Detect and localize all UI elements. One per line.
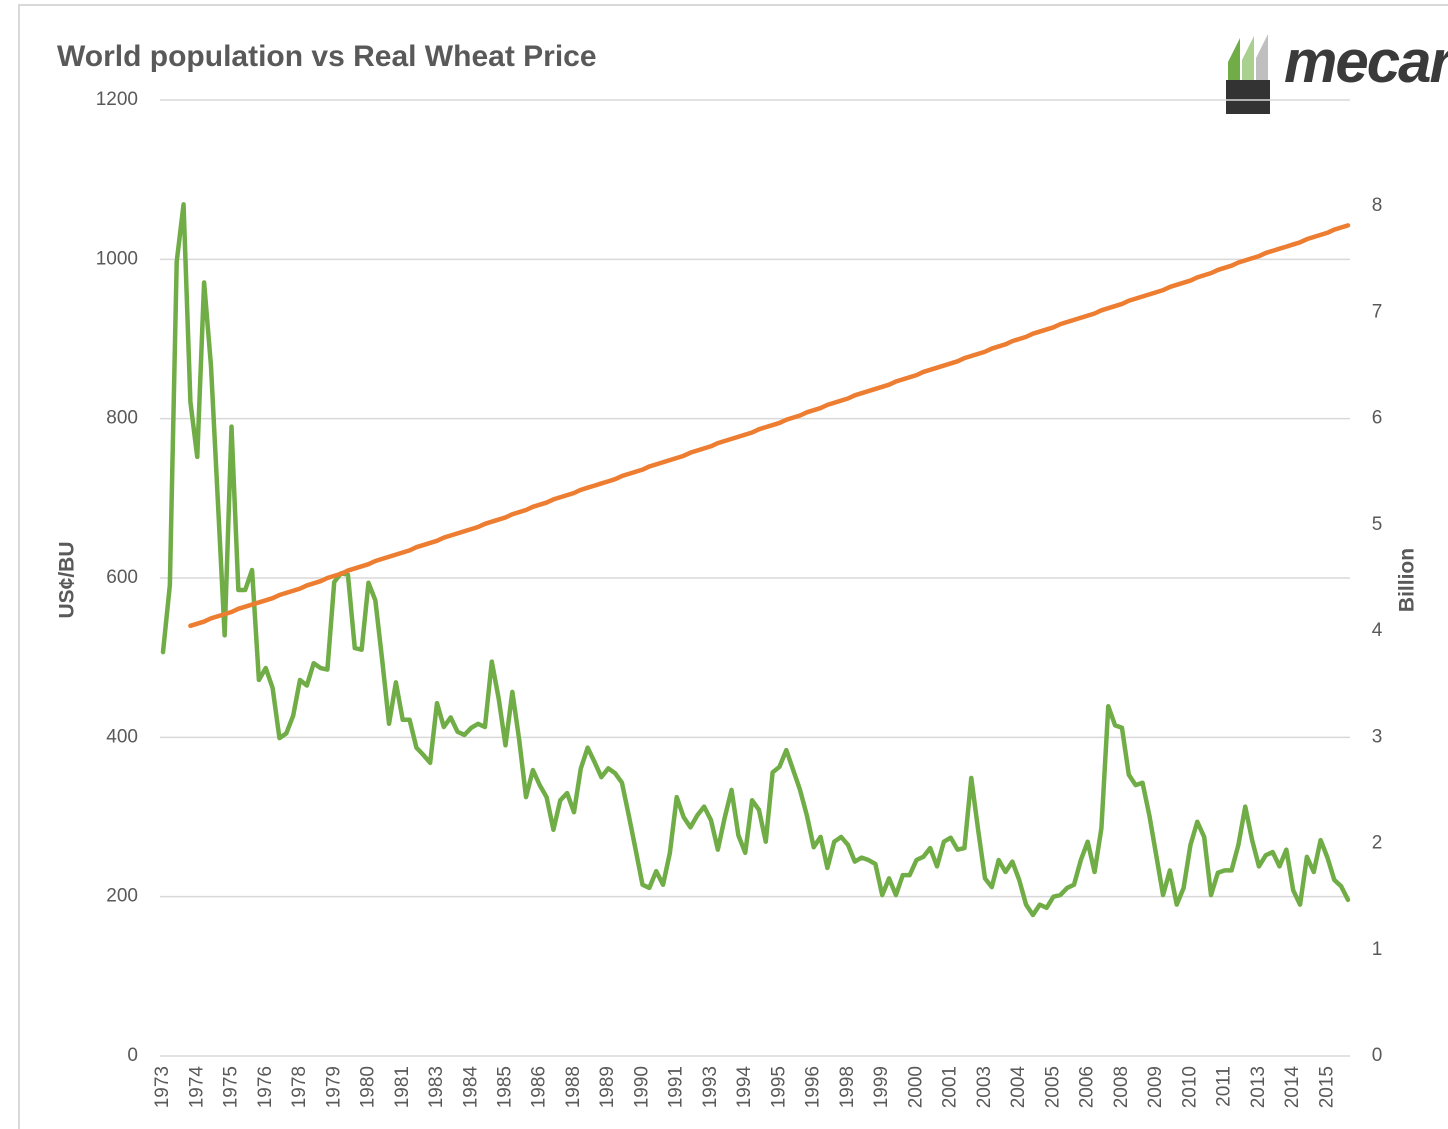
x-tick-label: 1985 bbox=[495, 1066, 516, 1108]
x-tick-label: 1991 bbox=[666, 1066, 687, 1108]
y2-axis-title: Billion bbox=[1396, 548, 1419, 612]
x-tick-label: 1976 bbox=[255, 1066, 276, 1108]
y2-tick-label: 6 bbox=[1372, 408, 1383, 429]
x-tick-label: 1995 bbox=[768, 1066, 789, 1108]
y-tick-label: 0 bbox=[127, 1045, 138, 1066]
x-tick-label: 1974 bbox=[186, 1066, 207, 1109]
x-tick-label: 2005 bbox=[1042, 1066, 1063, 1108]
logo-icon bbox=[1226, 34, 1270, 114]
x-tick-label: 2003 bbox=[974, 1066, 995, 1108]
y2-tick-label: 8 bbox=[1372, 195, 1383, 216]
y2-tick-label: 0 bbox=[1372, 1045, 1383, 1066]
x-tick-label: 1984 bbox=[460, 1066, 481, 1109]
y-tick-label: 1000 bbox=[96, 248, 138, 269]
y2-tick-label: 5 bbox=[1372, 514, 1383, 535]
y-tick-label: 200 bbox=[106, 886, 138, 907]
logo-text: mecardo bbox=[1284, 28, 1448, 95]
chart-title: World population vs Real Wheat Price bbox=[57, 40, 597, 73]
x-tick-label: 2004 bbox=[1008, 1066, 1029, 1109]
x-tick-label: 2001 bbox=[940, 1066, 961, 1108]
y-axis-title: US¢/BU bbox=[56, 541, 79, 618]
x-tick-label: 1983 bbox=[426, 1066, 447, 1108]
x-tick-label: 1975 bbox=[221, 1066, 242, 1108]
x-tick-label: 2014 bbox=[1282, 1066, 1303, 1109]
x-tick-label: 1996 bbox=[803, 1066, 824, 1108]
y2-tick-label: 3 bbox=[1372, 726, 1383, 747]
data-line bbox=[188, 223, 1351, 629]
x-tick-label: 1980 bbox=[358, 1066, 379, 1108]
y-tick-label: 800 bbox=[106, 408, 138, 429]
data-line bbox=[160, 202, 1351, 918]
chart-frame bbox=[18, 4, 1448, 1129]
x-tick-label: 2013 bbox=[1248, 1066, 1269, 1108]
x-tick-label: 1990 bbox=[631, 1066, 652, 1108]
x-tick-label: 1973 bbox=[152, 1066, 173, 1108]
y2-tick-label: 7 bbox=[1372, 301, 1383, 322]
x-tick-label: 2015 bbox=[1316, 1066, 1337, 1108]
y-tick-label: 1200 bbox=[96, 89, 138, 110]
y-tick-label: 600 bbox=[106, 567, 138, 588]
x-tick-label: 1993 bbox=[700, 1066, 721, 1108]
x-tick-label: 1999 bbox=[871, 1066, 892, 1108]
x-tick-label: 1981 bbox=[392, 1066, 413, 1108]
y2-tick-label: 1 bbox=[1372, 939, 1383, 960]
x-tick-label: 2000 bbox=[905, 1066, 926, 1108]
x-tick-label: 1994 bbox=[734, 1066, 755, 1109]
x-tick-label: 1998 bbox=[837, 1066, 858, 1108]
x-tick-label: 2008 bbox=[1111, 1066, 1132, 1108]
x-tick-label: 1979 bbox=[323, 1066, 344, 1108]
y-tick-label: 400 bbox=[106, 726, 138, 747]
x-tick-label: 1989 bbox=[597, 1066, 618, 1108]
x-tick-label: 2006 bbox=[1077, 1066, 1098, 1108]
x-tick-label: 2009 bbox=[1145, 1066, 1166, 1108]
x-tick-label: 1988 bbox=[563, 1066, 584, 1108]
y2-tick-label: 2 bbox=[1372, 833, 1383, 854]
x-tick-label: 2010 bbox=[1179, 1066, 1200, 1108]
y2-tick-label: 4 bbox=[1372, 620, 1383, 641]
x-tick-label: 1978 bbox=[289, 1066, 310, 1108]
x-tick-label: 1986 bbox=[529, 1066, 550, 1108]
x-tick-label: 2011 bbox=[1214, 1066, 1235, 1107]
